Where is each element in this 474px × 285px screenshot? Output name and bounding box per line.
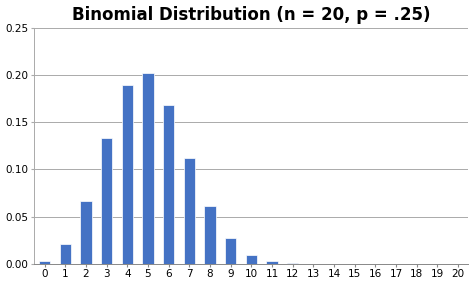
Bar [287, 263, 298, 264]
Bar [225, 238, 237, 264]
Bar [246, 255, 257, 264]
Bar [101, 137, 112, 264]
Bar [183, 158, 195, 264]
Bar [163, 105, 174, 264]
Bar [142, 73, 154, 264]
Bar [266, 261, 278, 264]
Bar [80, 201, 91, 264]
Bar [60, 244, 71, 264]
Bar [122, 85, 133, 264]
Title: Binomial Distribution (n = 20, p = .25): Binomial Distribution (n = 20, p = .25) [72, 5, 430, 24]
Bar [39, 261, 50, 264]
Bar [204, 206, 216, 264]
